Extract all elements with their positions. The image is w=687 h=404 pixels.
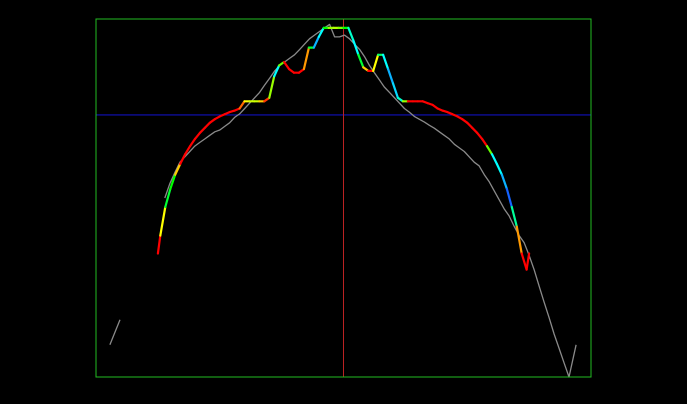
chart xyxy=(0,0,687,404)
